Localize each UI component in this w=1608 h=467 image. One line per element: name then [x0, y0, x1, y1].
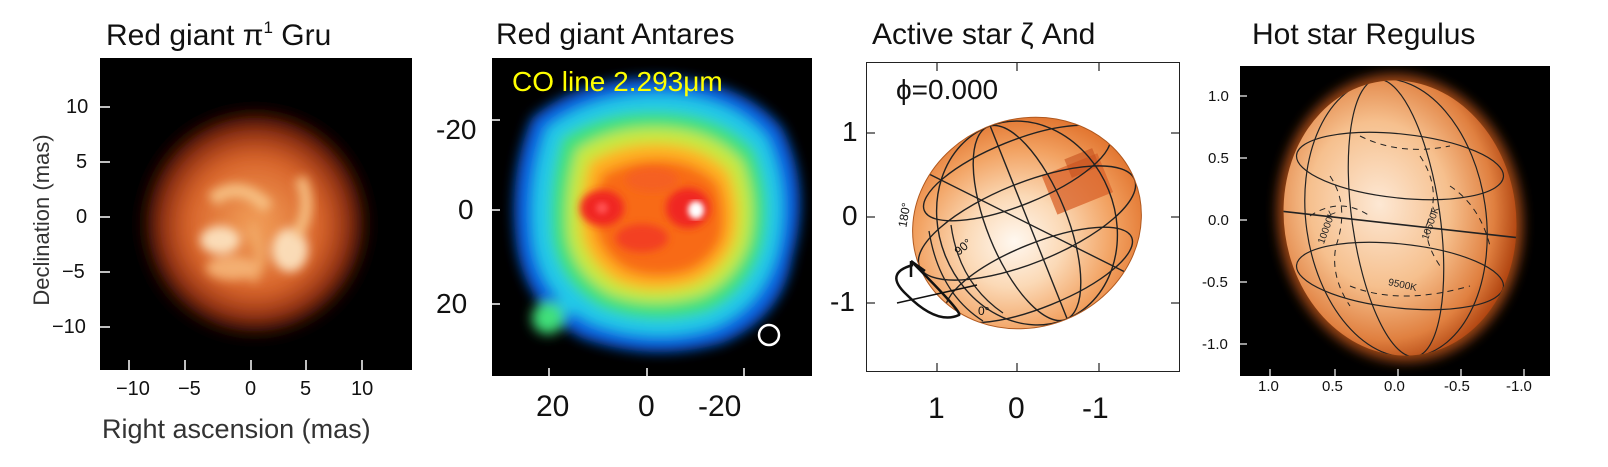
y-tick: 1 — [842, 116, 858, 147]
panel-title: Red giant Antares — [496, 18, 735, 51]
panel-zeta-and: Active star ζ And — [820, 0, 1200, 467]
y-tick: −10 — [52, 316, 86, 338]
x-axis-title: Right ascension (mas) — [102, 414, 371, 444]
y-tick: 0.5 — [1208, 150, 1229, 167]
co-line-label: CO line 2.293μm — [512, 66, 723, 97]
x-tick: -1 — [1082, 392, 1109, 425]
panel-title: Red giant π1 Gru — [106, 18, 331, 53]
antares-co-map — [492, 77, 800, 376]
x-tick: 10 — [351, 378, 374, 400]
y-tick: -1 — [830, 286, 855, 317]
y-axis-title: Declination (mas) — [29, 134, 54, 306]
star-image — [866, 62, 1180, 372]
x-tick: 1.0 — [1258, 378, 1279, 395]
x-tick: 5 — [300, 378, 312, 400]
star-image — [492, 58, 812, 376]
y-tick: -0.5 — [1202, 274, 1228, 291]
y-tick: 1.0 — [1208, 88, 1229, 105]
y-tick: -1.0 — [1202, 336, 1228, 353]
x-tick: 0 — [638, 390, 655, 423]
star-image — [1240, 66, 1550, 376]
x-tick: 0.0 — [1384, 378, 1405, 395]
y-tick: -20 — [436, 114, 477, 145]
rotation-arrow-icon — [895, 259, 978, 319]
y-tick: 0.0 — [1208, 212, 1229, 229]
title-text: Red giant π — [106, 19, 264, 52]
title-superscript: 1 — [263, 18, 273, 37]
x-tick: 0.5 — [1322, 378, 1343, 395]
y-tick: 0 — [842, 200, 858, 231]
x-tick: −10 — [116, 378, 150, 400]
title-tail: Gru — [272, 19, 332, 52]
star-image — [100, 58, 412, 370]
y-tick: 5 — [76, 151, 88, 173]
x-tick: -0.5 — [1444, 378, 1470, 395]
y-tick: 10 — [66, 96, 89, 118]
x-tick: 20 — [536, 390, 570, 423]
x-tick: −5 — [178, 378, 201, 400]
y-tick: 20 — [436, 288, 468, 319]
pi1-gru-disk — [100, 106, 367, 370]
panel-regulus: Hot star Regulus — [1200, 0, 1608, 467]
x-tick: -20 — [698, 390, 742, 423]
regulus-model — [1240, 74, 1525, 376]
grid-label-0: 0° — [978, 304, 990, 318]
y-tick: −5 — [62, 261, 85, 283]
beam-circle-icon — [757, 323, 781, 347]
panel-title: Hot star Regulus — [1252, 18, 1476, 51]
x-tick: 0 — [1008, 392, 1025, 425]
x-tick: 0 — [245, 378, 257, 400]
panel-title: Active star ζ And — [872, 18, 1096, 51]
phase-label: ϕ=0.000 — [896, 74, 999, 105]
x-tick: -1.0 — [1506, 378, 1532, 395]
panel-pi1-gru: Red giant π1 Gru — [0, 0, 430, 467]
x-tick: 1 — [928, 392, 945, 425]
y-tick: 0 — [76, 206, 88, 228]
y-tick: 0 — [458, 194, 474, 225]
panel-antares: Red giant Antares — [430, 0, 820, 467]
zeta-and-surface-map — [867, 63, 1179, 371]
